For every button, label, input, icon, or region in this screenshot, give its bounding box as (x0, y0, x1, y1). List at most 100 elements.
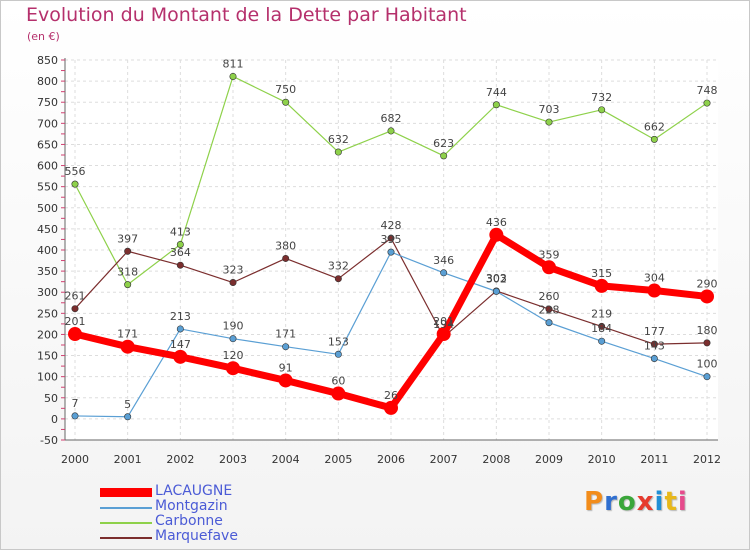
data-label-lacaugne: 201 (65, 315, 86, 328)
point-lacaugne (542, 260, 556, 275)
logo-letter: t (664, 487, 678, 517)
y-tick-label: 250 (37, 307, 58, 320)
legend-swatch-lacaugne (100, 488, 152, 497)
data-label-montgazin: 100 (697, 358, 718, 371)
x-tick-label: 2000 (61, 453, 89, 466)
point-carbonne (650, 135, 658, 143)
point-marquefave (598, 322, 606, 330)
point-montgazin (176, 325, 184, 333)
legend-swatch-marquefave (100, 536, 152, 539)
y-tick-label: 200 (37, 328, 58, 341)
x-tick-label: 2005 (324, 453, 352, 466)
x-tick-label: 2007 (430, 453, 458, 466)
data-label-lacaugne: 60 (331, 375, 345, 388)
logo-letter: i (677, 487, 688, 517)
point-carbonne (440, 152, 448, 160)
data-label-montgazin: 395 (381, 233, 402, 246)
point-lacaugne (594, 278, 609, 293)
data-label-lacaugne: 26 (384, 389, 398, 402)
point-lacaugne (384, 400, 398, 415)
point-montgazin (703, 373, 711, 381)
x-tick-label: 2011 (640, 453, 668, 466)
data-label-carbonne: 748 (697, 84, 718, 97)
series-lines (68, 72, 714, 421)
point-marquefave (176, 261, 184, 269)
y-tick-label: 850 (37, 54, 58, 67)
y-tick-label: 750 (37, 96, 58, 109)
logo-letter: x (636, 487, 655, 517)
legend-swatch-montgazin (100, 506, 152, 509)
point-montgazin (650, 355, 658, 363)
data-label-marquefave: 332 (328, 260, 349, 273)
point-carbonne (229, 72, 237, 80)
data-label-carbonne: 750 (275, 83, 296, 96)
data-label-lacaugne: 120 (223, 349, 244, 362)
point-marquefave (545, 305, 553, 313)
point-marquefave (124, 247, 132, 255)
data-label-montgazin: 171 (275, 328, 296, 341)
point-montgazin (334, 350, 342, 358)
data-label-lacaugne: 171 (117, 328, 138, 341)
point-lacaugne (700, 289, 714, 304)
y-tick-label: 150 (37, 350, 58, 363)
point-lacaugne (489, 227, 504, 242)
point-marquefave (650, 340, 658, 348)
data-label-carbonne: 556 (65, 165, 86, 178)
point-lacaugne (226, 361, 240, 376)
point-montgazin (71, 412, 79, 420)
data-label-marquefave: 194 (433, 318, 454, 331)
point-lacaugne (278, 373, 293, 388)
chart-title: Evolution du Montant de la Dette par Hab… (26, 4, 467, 26)
data-label-lacaugne: 91 (279, 361, 293, 374)
point-montgazin (229, 335, 237, 343)
y-tick-label: 550 (37, 181, 58, 194)
point-marquefave (334, 275, 342, 283)
y-tick-label: 500 (37, 202, 58, 215)
data-label-carbonne: 318 (117, 266, 138, 279)
data-label-carbonne: 632 (328, 133, 349, 146)
logo-letter: P (584, 487, 605, 517)
point-marquefave (282, 254, 290, 262)
data-label-carbonne: 732 (591, 91, 612, 104)
point-montgazin (282, 343, 290, 351)
point-marquefave (703, 339, 711, 347)
point-carbonne (334, 148, 342, 156)
point-carbonne (703, 99, 711, 107)
logo-letter: o (617, 487, 637, 517)
data-label-montgazin: 5 (124, 398, 131, 411)
x-tick-label: 2001 (114, 453, 142, 466)
data-label-carbonne: 662 (644, 120, 665, 133)
point-lacaugne (173, 349, 188, 364)
y-tick-label: 100 (37, 371, 58, 384)
data-label-lacaugne: 304 (644, 272, 665, 285)
point-carbonne (282, 98, 290, 106)
y-tick-label: 650 (37, 138, 58, 151)
legend-swatch-carbonne (100, 521, 152, 524)
chart-subtitle: (en €) (27, 30, 60, 43)
axes: -50 0 50 100 150 200 250 300 350 400 450 500 550 600 6… (37, 54, 721, 466)
y-tick-label: 800 (37, 75, 58, 88)
point-carbonne (387, 127, 395, 135)
data-label-carbonne: 682 (381, 112, 402, 125)
point-montgazin (124, 413, 132, 421)
x-tick-label: 2009 (535, 453, 563, 466)
point-lacaugne (647, 283, 662, 298)
data-label-montgazin: 190 (223, 320, 244, 333)
point-carbonne (598, 106, 606, 114)
y-tick-label: 0 (51, 413, 58, 426)
data-label-carbonne: 811 (223, 57, 244, 70)
x-tick-label: 2006 (377, 453, 405, 466)
y-tick-label: 400 (37, 244, 58, 257)
point-carbonne (124, 281, 132, 289)
x-tick-label: 2003 (219, 453, 247, 466)
data-label-montgazin: 7 (72, 397, 79, 410)
point-montgazin (387, 248, 395, 256)
data-label-montgazin: 213 (170, 310, 191, 323)
y-tick-label: 300 (37, 286, 58, 299)
point-montgazin (545, 319, 553, 327)
data-label-marquefave: 177 (644, 325, 665, 338)
point-carbonne (545, 118, 553, 126)
data-label-marquefave: 303 (486, 272, 507, 285)
x-tick-label: 2004 (272, 453, 300, 466)
